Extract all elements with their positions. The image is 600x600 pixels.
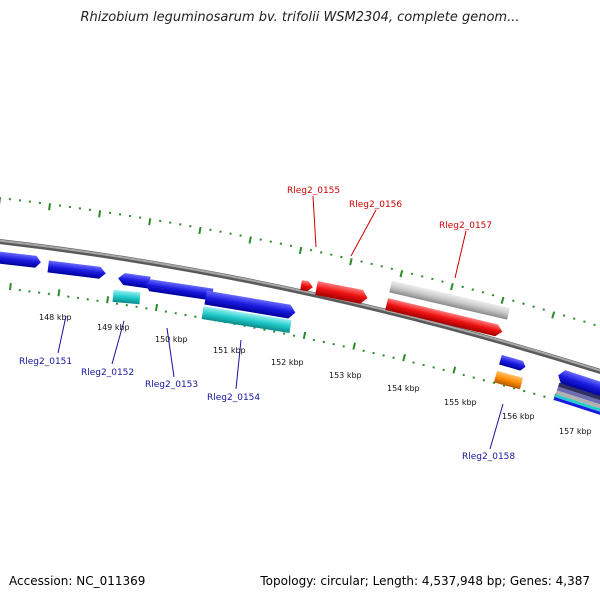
outer-minor-tick: [593, 323, 596, 327]
tick-label-157: 157 kbp: [559, 427, 592, 436]
outer-minor-tick: [542, 308, 545, 311]
outer-minor-tick: [583, 320, 586, 323]
feature-rleg2-0158-orange[interactable]: [493, 370, 524, 390]
gene-label-rleg2-0156[interactable]: Rleg2_0156: [349, 200, 402, 210]
tick-label-153: 153 kbp: [329, 371, 362, 380]
outer-minor-tick: [390, 267, 394, 271]
outer-minor-tick: [370, 262, 373, 266]
feature-rleg2-0152-arrow[interactable]: [47, 260, 106, 280]
outer-major-tick: [298, 246, 303, 255]
outer-major-tick: [248, 236, 252, 244]
gene-label-rleg2-0151[interactable]: Rleg2_0151: [19, 357, 72, 367]
leader-lines: [57, 195, 504, 450]
inner-major-tick: [302, 331, 307, 339]
inner-major-tick: [9, 282, 12, 291]
outer-major-tick: [48, 203, 51, 211]
inner-minor-tick: [432, 366, 435, 369]
outer-minor-tick: [461, 285, 464, 289]
inner-minor-tick: [462, 373, 465, 377]
outer-major-tick: [450, 283, 454, 291]
inner-minor-tick: [522, 389, 526, 393]
inner-major-tick: [57, 289, 61, 297]
outer-minor-tick: [410, 272, 414, 276]
tick-label-151: 151 kbp: [213, 346, 246, 355]
feature-rleg2-0156[interactable]: [315, 281, 369, 305]
feature-rleg2-0158-blue[interactable]: [499, 354, 527, 372]
outer-minor-tick: [572, 317, 576, 320]
outer-major-tick: [349, 258, 353, 266]
outer-major-tick: [399, 270, 404, 278]
feature-rleg2-0154-cyan[interactable]: [201, 306, 292, 333]
gene-label-rleg2-0153[interactable]: Rleg2_0153: [145, 380, 198, 390]
inner-minor-tick: [392, 356, 395, 359]
tick-label-154: 154 kbp: [387, 384, 420, 393]
feature-stacked-tracks[interactable]: [553, 382, 600, 416]
inner-major-tick: [452, 366, 457, 374]
outer-minor-tick: [471, 288, 475, 291]
feature-rleg2-0154-b[interactable]: [204, 290, 296, 320]
outer-tick-ruler: [0, 197, 596, 327]
inner-minor-tick: [543, 395, 546, 398]
outer-major-tick: [198, 226, 202, 235]
feature-rleg2-0157-red[interactable]: [385, 298, 504, 337]
tick-label-152: 152 kbp: [271, 358, 304, 367]
outer-minor-tick: [441, 280, 444, 283]
inner-minor-tick: [442, 368, 445, 372]
inner-minor-tick: [412, 361, 415, 364]
outer-minor-tick: [532, 305, 535, 308]
inner-minor-tick: [332, 342, 335, 346]
outer-minor-tick: [380, 265, 383, 268]
kbp-tick-labels: 148 kbp 149 kbp 150 kbp 151 kbp 152 kbp …: [39, 313, 592, 436]
outer-major-tick: [98, 210, 102, 218]
tick-label-155: 155 kbp: [444, 398, 477, 407]
tick-label-150: 150 kbp: [155, 335, 188, 344]
genome-backbone-highlight: [0, 239, 600, 372]
gene-labels: Rleg2_0155 Rleg2_0156 Rleg2_0157 Rleg2_0…: [19, 186, 515, 462]
feature-rleg2-0152-cyan[interactable]: [112, 289, 141, 305]
inner-major-tick: [154, 303, 159, 312]
outer-minor-tick: [512, 299, 515, 303]
feature-rleg2-0157-grey[interactable]: [389, 280, 510, 320]
feature-next-gene[interactable]: [556, 369, 600, 397]
outer-major-tick: [500, 296, 505, 304]
outer-minor-tick: [562, 314, 566, 317]
gene-label-rleg2-0157[interactable]: Rleg2_0157: [439, 221, 492, 231]
gene-label-rleg2-0158[interactable]: Rleg2_0158: [462, 452, 515, 462]
tick-label-148: 148 kbp: [39, 313, 72, 322]
accession-text: Accession: NC_011369: [9, 574, 146, 588]
inner-major-tick: [402, 354, 406, 362]
inner-minor-tick: [533, 392, 536, 396]
outer-minor-tick: [522, 302, 525, 305]
inner-minor-tick: [482, 379, 486, 382]
feature-rleg2-0151[interactable]: [0, 251, 42, 268]
tick-label-156: 156 kbp: [502, 412, 535, 421]
outer-major-tick: [148, 218, 152, 226]
outer-minor-tick: [360, 260, 363, 263]
outer-major-tick: [551, 311, 556, 319]
feature-rleg2-0153[interactable]: [117, 272, 151, 289]
inner-tick-ruler: [9, 282, 597, 413]
genome-summary-text: Topology: circular; Length: 4,537,948 bp…: [260, 574, 590, 588]
gene-label-rleg2-0155[interactable]: Rleg2_0155: [287, 186, 340, 196]
feature-rleg2-0154-arrow[interactable]: [144, 279, 214, 301]
outer-minor-tick: [431, 277, 434, 281]
outer-minor-tick: [491, 293, 495, 297]
inner-major-tick: [352, 342, 356, 350]
genome-backbone: [0, 239, 600, 375]
inner-minor-tick: [472, 376, 475, 379]
map-title: Rhizobium leguminosarum bv. trifolii WSM…: [80, 10, 520, 25]
feature-rleg2-0155[interactable]: [300, 280, 314, 292]
tick-label-149: 149 kbp: [97, 323, 130, 332]
gene-label-rleg2-0154[interactable]: Rleg2_0154: [207, 393, 260, 403]
inner-major-tick: [106, 296, 110, 304]
outer-minor-tick: [481, 291, 485, 294]
gene-label-rleg2-0152[interactable]: Rleg2_0152: [81, 368, 134, 378]
